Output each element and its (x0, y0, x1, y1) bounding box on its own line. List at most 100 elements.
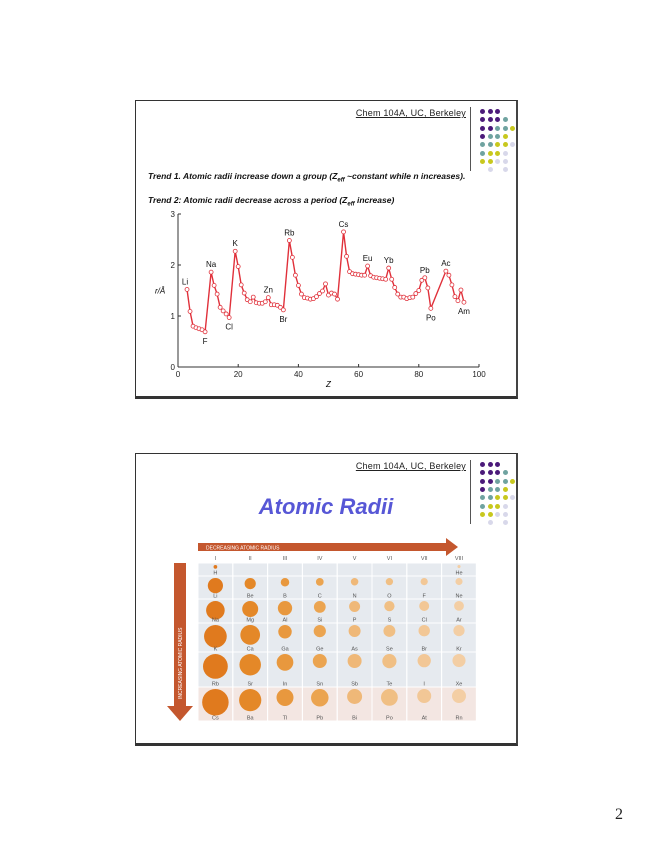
data-point (341, 229, 346, 235)
element-symbol: Na (212, 618, 220, 624)
element-symbol: Xe (456, 682, 463, 688)
atom-sphere-he (457, 565, 461, 569)
decorative-dot (487, 167, 493, 173)
decorative-dot (480, 142, 485, 148)
element-symbol: Cl (422, 618, 427, 624)
data-point (419, 277, 425, 283)
decreasing-radius-arrow (198, 538, 458, 556)
atom-sphere-k (204, 625, 227, 648)
trend-1-text: Trend 1. Atomic radii increase down a gr… (148, 171, 466, 184)
slide-title: Atomic Radii (258, 494, 394, 519)
atom-sphere-bi (347, 689, 363, 704)
decorative-dot (487, 503, 493, 509)
atom-sphere-cl (419, 601, 430, 611)
element-label-na: Na (206, 260, 217, 269)
element-symbol: H (213, 571, 217, 577)
decorative-dot (510, 495, 515, 501)
data-point (458, 287, 464, 293)
decorative-dot (495, 478, 500, 484)
decorative-dot (502, 520, 508, 526)
decorative-dot (495, 109, 500, 114)
group-label: II (249, 556, 253, 562)
decorative-dot (502, 503, 508, 509)
data-point (208, 269, 214, 275)
atom-sphere-li (207, 578, 223, 594)
element-label-yb: Yb (384, 256, 394, 265)
data-point (265, 295, 271, 301)
decorative-dot (487, 520, 493, 526)
atom-sphere-kr (453, 625, 465, 637)
atom-sphere-mg (242, 601, 259, 617)
atom-sphere-ne (455, 578, 463, 586)
data-point (443, 268, 449, 274)
element-label-cs: Cs (339, 220, 349, 229)
data-point (289, 254, 295, 260)
atom-sphere-sn (312, 654, 327, 668)
decorative-dot (502, 495, 508, 501)
decorative-dot (502, 150, 508, 156)
element-symbol: Al (283, 618, 288, 624)
data-point (292, 272, 298, 278)
y-tick-label: 2 (171, 261, 176, 270)
decorative-dot (495, 462, 500, 467)
decorative-dot (495, 495, 500, 501)
y-tick-label: 3 (171, 210, 176, 219)
element-symbol: Po (386, 716, 393, 722)
decorative-dot (487, 117, 493, 123)
slide-header: Chem 104A, UC, Berkeley (355, 108, 466, 118)
decorative-dot (502, 142, 508, 148)
decorative-dot (487, 511, 493, 517)
x-tick-label: 40 (294, 370, 303, 379)
atom-sphere-rn (452, 689, 466, 703)
decorative-dot (487, 109, 493, 114)
element-symbol: As (351, 647, 358, 653)
element-symbol: Se (386, 647, 393, 653)
element-symbol: Ne (455, 594, 462, 600)
decorative-dot (495, 511, 500, 517)
element-label-eu: Eu (363, 254, 373, 263)
atom-sphere-i (417, 654, 431, 668)
slide-header: Chem 104A, UC, Berkeley (355, 461, 466, 471)
element-symbol: Ca (247, 647, 255, 653)
atom-sphere-o (385, 578, 394, 586)
data-point (344, 253, 349, 259)
data-point (277, 304, 283, 310)
element-symbol: Sb (351, 682, 358, 688)
decorative-dot (487, 470, 493, 476)
element-symbol: Rb (212, 682, 219, 688)
data-point (232, 248, 238, 254)
decorative-dot (480, 150, 485, 156)
decorative-dot (502, 470, 508, 476)
data-point (314, 294, 319, 300)
atom-sphere-ar (454, 601, 464, 611)
element-label-rb: Rb (284, 229, 295, 238)
atom-sphere-n (350, 578, 359, 586)
decorative-dot (480, 495, 485, 501)
element-symbol: Ge (316, 647, 323, 653)
data-point (320, 288, 325, 294)
slide-atomic-radii-trends: Chem 104A, UC, Berkeley Trend 1. Atomic … (135, 100, 518, 399)
data-point (365, 263, 371, 269)
element-label-pb: Pb (420, 266, 430, 275)
data-point (389, 276, 395, 282)
data-point (241, 290, 247, 296)
data-point (317, 291, 322, 296)
data-point (238, 282, 244, 288)
element-symbol: Tl (283, 716, 288, 722)
data-point (395, 291, 401, 297)
atom-sphere-se (383, 625, 396, 637)
decorative-dot (502, 511, 508, 517)
decorative-dot (480, 158, 485, 164)
x-axis-label: Z (325, 380, 332, 389)
element-symbol: Ar (456, 618, 462, 624)
atom-sphere-rb (203, 654, 228, 679)
data-point (250, 294, 256, 300)
element-symbol: Ba (247, 716, 255, 722)
element-label-zn: Zn (264, 286, 273, 295)
atom-sphere-ca (240, 625, 261, 645)
atom-sphere-be (244, 578, 256, 590)
decorative-dot (480, 117, 485, 123)
decorative-dot (480, 470, 485, 476)
table-cell (441, 686, 477, 722)
decorative-dot (487, 142, 493, 148)
